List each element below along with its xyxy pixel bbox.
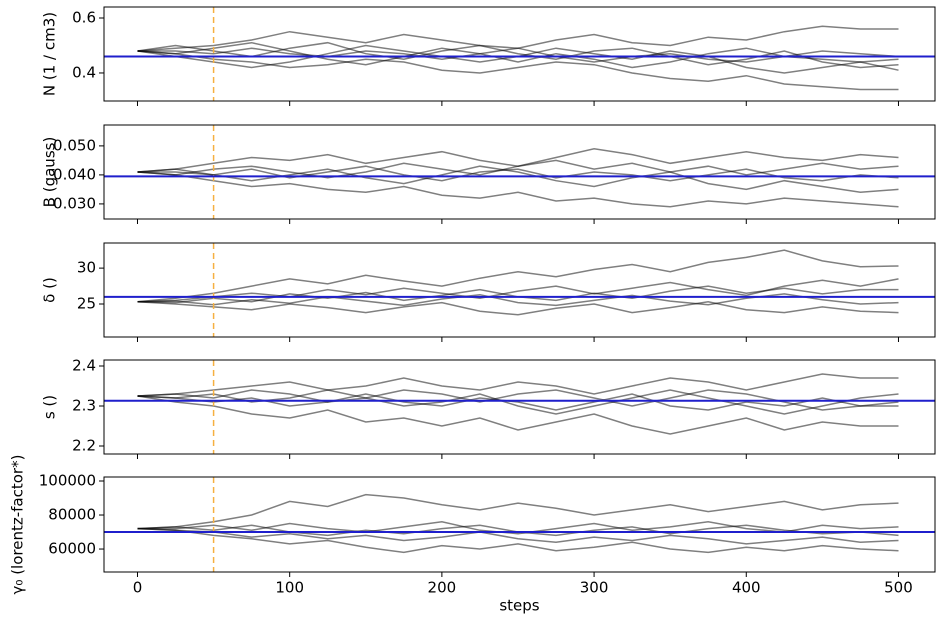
- y-axis-label: N (1 / cm3): [41, 12, 59, 96]
- walker-trace: [137, 171, 899, 208]
- y-tick-label: 80000: [48, 506, 96, 524]
- y-tick-label: 25: [77, 294, 96, 312]
- y-tick-label: 0.6: [72, 8, 96, 26]
- y-tick-label: 0.050: [53, 136, 96, 154]
- walker-trace: [137, 41, 899, 69]
- axes-frame: [103, 476, 936, 573]
- axes-frame: [103, 359, 936, 455]
- walker-trace: [137, 301, 899, 316]
- walker-trace: [137, 395, 899, 435]
- plot-area: [104, 7, 935, 101]
- walker-trace: [137, 41, 899, 69]
- walker-trace: [137, 389, 899, 411]
- y-axis-label: γ₀ (lorentz-factor*): [9, 455, 27, 595]
- plot-area: [104, 125, 935, 219]
- y-tick-label: 100000: [39, 471, 96, 489]
- walker-trace: [137, 25, 899, 52]
- y-tick-label: 2.2: [72, 437, 96, 455]
- y-tick-label: 0.030: [53, 194, 96, 212]
- x-tick-label: 300: [580, 579, 609, 597]
- walker-trace: [137, 293, 899, 307]
- x-tick-label: 100: [275, 579, 304, 597]
- walker-trace: [137, 493, 899, 530]
- y-axis-label: s (): [41, 395, 59, 419]
- walker-trace: [137, 47, 899, 63]
- y-tick-label: 0.040: [53, 165, 96, 183]
- walker-trace: [137, 50, 899, 91]
- walker-trace: [137, 278, 899, 303]
- plot-area: [104, 360, 935, 454]
- y-axis-label: B (gauss): [41, 137, 59, 208]
- x-axis-label: steps: [499, 597, 539, 615]
- walker-trace: [137, 165, 899, 182]
- plot-area: [104, 243, 935, 337]
- walker-trace: [137, 159, 899, 179]
- axes-frame: [103, 242, 936, 338]
- walker-trace: [137, 44, 899, 74]
- x-tick-label: 200: [428, 579, 457, 597]
- x-tick-label: 400: [732, 579, 761, 597]
- plot-area: [104, 477, 935, 572]
- walker-trace: [137, 527, 899, 554]
- y-tick-label: 0.4: [72, 63, 96, 81]
- axes-frame: [103, 124, 936, 220]
- walker-trace: [137, 527, 899, 545]
- y-tick-label: 60000: [48, 540, 96, 558]
- y-tick-label: 2.4: [72, 357, 96, 375]
- y-tick-label: 2.3: [72, 397, 96, 415]
- x-tick-label: 500: [884, 579, 913, 597]
- walker-trace: [137, 373, 899, 397]
- y-tick-label: 30: [77, 259, 96, 277]
- walker-trace: [137, 249, 899, 303]
- walker-trace: [137, 165, 899, 194]
- axes-frame: [103, 6, 936, 102]
- y-axis-label: δ (): [41, 277, 59, 303]
- x-tick-label: 0: [133, 579, 143, 597]
